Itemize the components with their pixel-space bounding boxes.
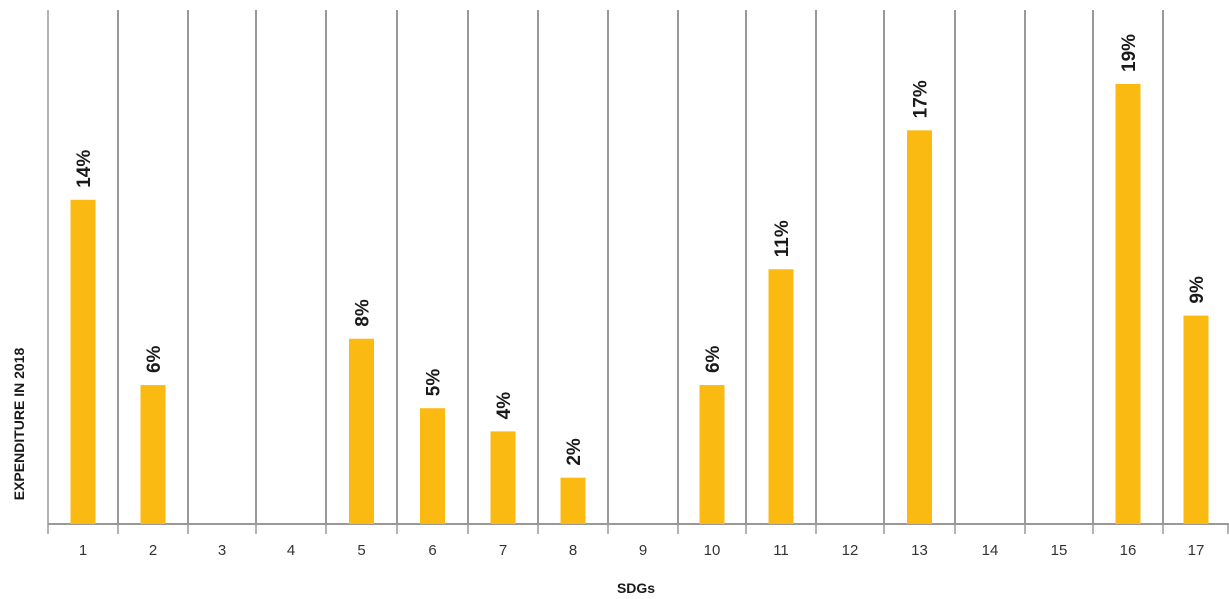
data-label: 9% xyxy=(1187,276,1208,304)
bar xyxy=(490,431,516,524)
x-tick-label: 9 xyxy=(639,542,647,559)
x-tick-label: 11 xyxy=(773,542,789,559)
data-label: 5% xyxy=(424,369,445,397)
bar xyxy=(420,408,445,524)
bar xyxy=(349,338,374,524)
bar xyxy=(1183,315,1209,524)
bar xyxy=(1115,84,1141,524)
x-tick-label: 2 xyxy=(149,542,157,559)
data-label: 19% xyxy=(1119,34,1140,72)
bar xyxy=(140,385,166,524)
data-label: 6% xyxy=(703,345,724,373)
x-tick-label: 14 xyxy=(982,542,999,559)
data-label: 17% xyxy=(911,80,932,118)
data-label: 6% xyxy=(144,345,165,373)
x-tick-label: 3 xyxy=(218,542,226,559)
x-tick-label: 12 xyxy=(842,542,859,559)
x-tick-label: 7 xyxy=(499,542,507,559)
x-tick-label: 15 xyxy=(1051,542,1068,559)
data-label: 2% xyxy=(564,438,585,466)
bar xyxy=(768,269,794,524)
x-tick-label: 1 xyxy=(79,542,87,559)
x-tick-label: 8 xyxy=(569,542,577,559)
data-label: 11% xyxy=(772,220,793,257)
x-axis-title: SDGs xyxy=(617,580,655,596)
x-tick-label: 17 xyxy=(1188,542,1205,559)
y-axis-title: EXPENDITURE IN 2018 xyxy=(11,348,27,501)
x-tick-label: 10 xyxy=(704,542,721,559)
x-tick-label: 13 xyxy=(911,542,928,559)
data-label: 8% xyxy=(353,299,374,327)
x-tick-label: 5 xyxy=(357,542,365,559)
bar xyxy=(907,130,932,524)
data-label: 4% xyxy=(494,392,515,420)
bar xyxy=(560,477,586,524)
x-tick-label: 6 xyxy=(428,542,436,559)
bar xyxy=(70,199,96,524)
data-label: 14% xyxy=(74,150,95,188)
x-tick-label: 4 xyxy=(287,542,295,559)
x-tick-label: 16 xyxy=(1120,542,1137,559)
bar xyxy=(699,385,725,524)
